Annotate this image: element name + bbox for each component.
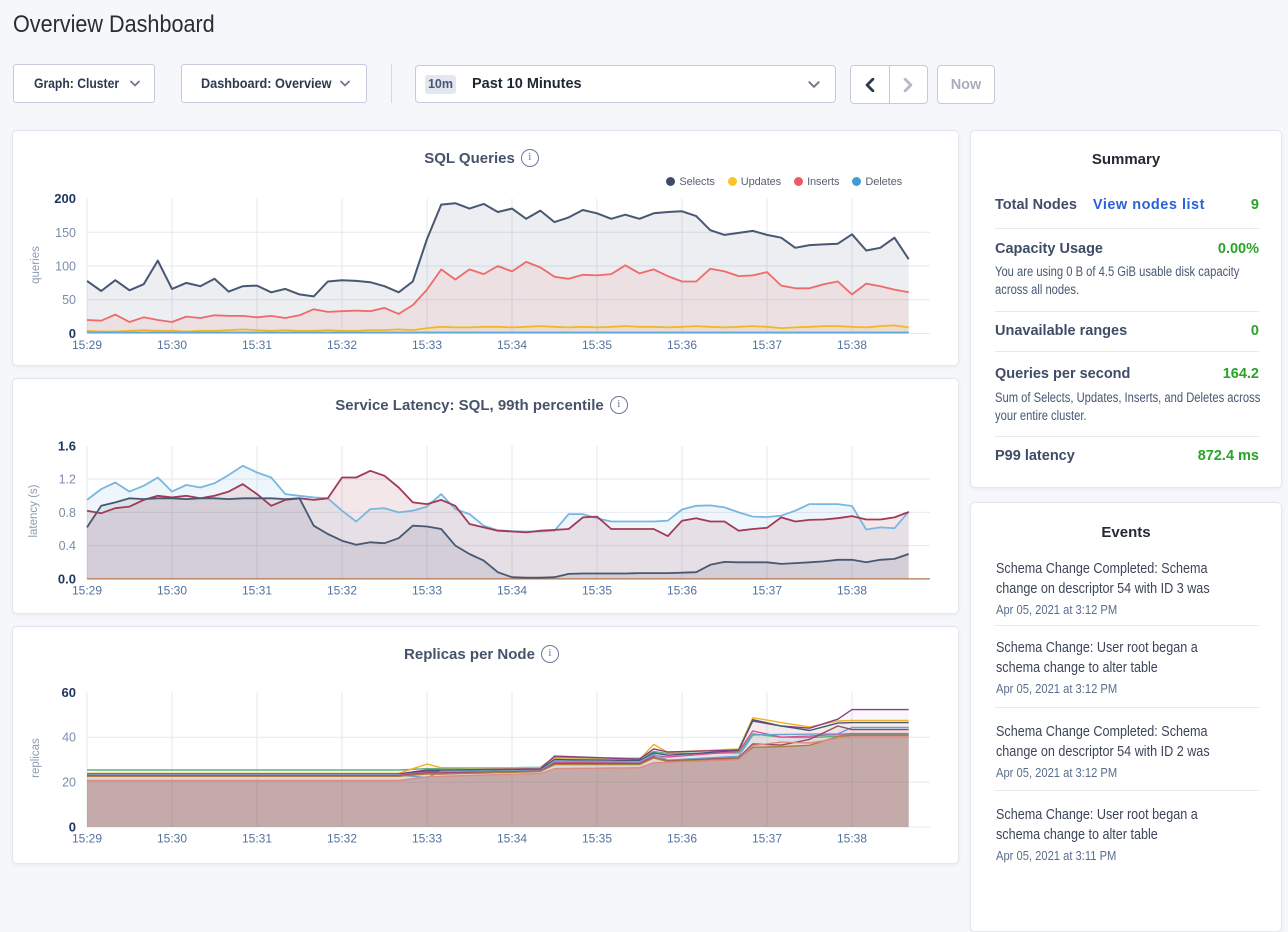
svg-text:15:30: 15:30: [157, 832, 187, 846]
svg-text:15:34: 15:34: [497, 832, 527, 846]
svg-text:200: 200: [54, 191, 76, 206]
svg-text:0.0: 0.0: [58, 571, 76, 586]
svg-text:15:32: 15:32: [327, 338, 357, 352]
svg-text:0.4: 0.4: [59, 539, 76, 553]
svg-text:15:34: 15:34: [497, 583, 527, 597]
svg-text:15:32: 15:32: [327, 832, 357, 846]
svg-text:15:36: 15:36: [667, 832, 697, 846]
svg-text:15:37: 15:37: [752, 832, 782, 846]
svg-text:40: 40: [62, 731, 76, 745]
svg-text:15:37: 15:37: [752, 338, 782, 352]
svg-text:1.2: 1.2: [59, 473, 76, 487]
svg-text:15:33: 15:33: [412, 832, 442, 846]
svg-text:15:37: 15:37: [752, 583, 782, 597]
svg-text:15:38: 15:38: [837, 583, 867, 597]
svg-text:15:29: 15:29: [72, 832, 102, 846]
svg-text:15:36: 15:36: [667, 338, 697, 352]
svg-text:15:29: 15:29: [72, 583, 102, 597]
svg-text:15:36: 15:36: [667, 583, 697, 597]
svg-text:15:29: 15:29: [72, 338, 102, 352]
svg-text:15:31: 15:31: [242, 583, 272, 597]
svg-text:15:30: 15:30: [157, 583, 187, 597]
svg-text:0: 0: [69, 326, 76, 341]
svg-text:150: 150: [55, 226, 76, 240]
svg-text:100: 100: [55, 260, 76, 274]
svg-text:15:35: 15:35: [582, 583, 612, 597]
svg-text:15:31: 15:31: [242, 338, 272, 352]
svg-text:60: 60: [62, 685, 76, 700]
svg-text:1.6: 1.6: [58, 438, 76, 453]
svg-text:15:38: 15:38: [837, 338, 867, 352]
svg-text:15:34: 15:34: [497, 338, 527, 352]
svg-text:15:35: 15:35: [582, 832, 612, 846]
svg-text:15:33: 15:33: [412, 338, 442, 352]
svg-text:0.8: 0.8: [59, 506, 76, 520]
svg-text:15:33: 15:33: [412, 583, 442, 597]
svg-text:50: 50: [62, 293, 76, 307]
svg-text:0: 0: [69, 820, 76, 835]
svg-text:15:31: 15:31: [242, 832, 272, 846]
svg-text:15:32: 15:32: [327, 583, 357, 597]
svg-text:20: 20: [62, 776, 76, 790]
svg-text:15:35: 15:35: [582, 338, 612, 352]
svg-text:15:38: 15:38: [837, 832, 867, 846]
svg-text:15:30: 15:30: [157, 338, 187, 352]
